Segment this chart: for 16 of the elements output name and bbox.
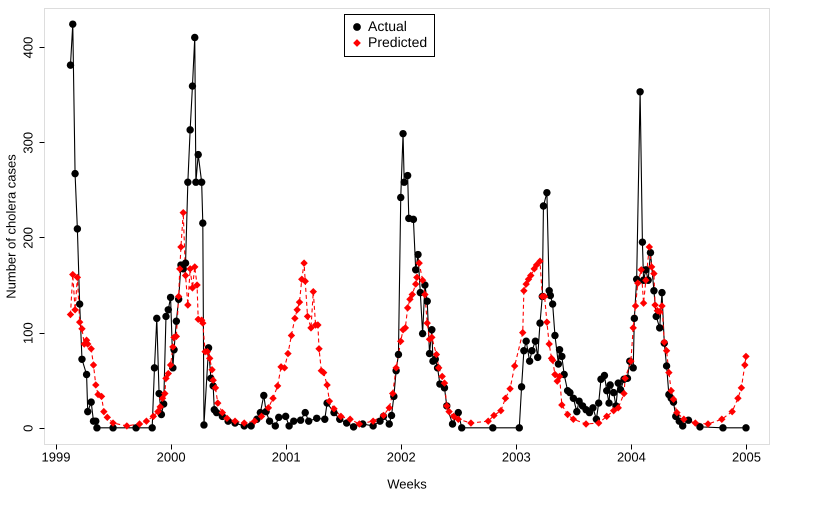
y-tick-label: 400 bbox=[20, 36, 36, 58]
y-tick-label: 100 bbox=[20, 322, 36, 344]
x-tick-label: 2002 bbox=[386, 450, 416, 464]
y-axis-title: Number of cholera cases bbox=[4, 154, 18, 299]
y-tick-label: 300 bbox=[20, 132, 36, 154]
legend-label: Predicted bbox=[368, 34, 428, 50]
x-tick-label: 2001 bbox=[272, 450, 301, 464]
x-tick-label: 2004 bbox=[616, 450, 646, 464]
y-tick-label: 200 bbox=[20, 227, 36, 249]
x-tick-label: 1999 bbox=[42, 450, 70, 464]
x-axis-title: Weeks bbox=[387, 476, 428, 492]
x-tick-label: 2003 bbox=[502, 450, 531, 464]
y-tick-label: 0 bbox=[20, 424, 36, 432]
legend-label: Actual bbox=[368, 18, 407, 34]
x-tick-label: 2000 bbox=[156, 450, 186, 464]
x-tick-label: 2005 bbox=[732, 450, 761, 464]
